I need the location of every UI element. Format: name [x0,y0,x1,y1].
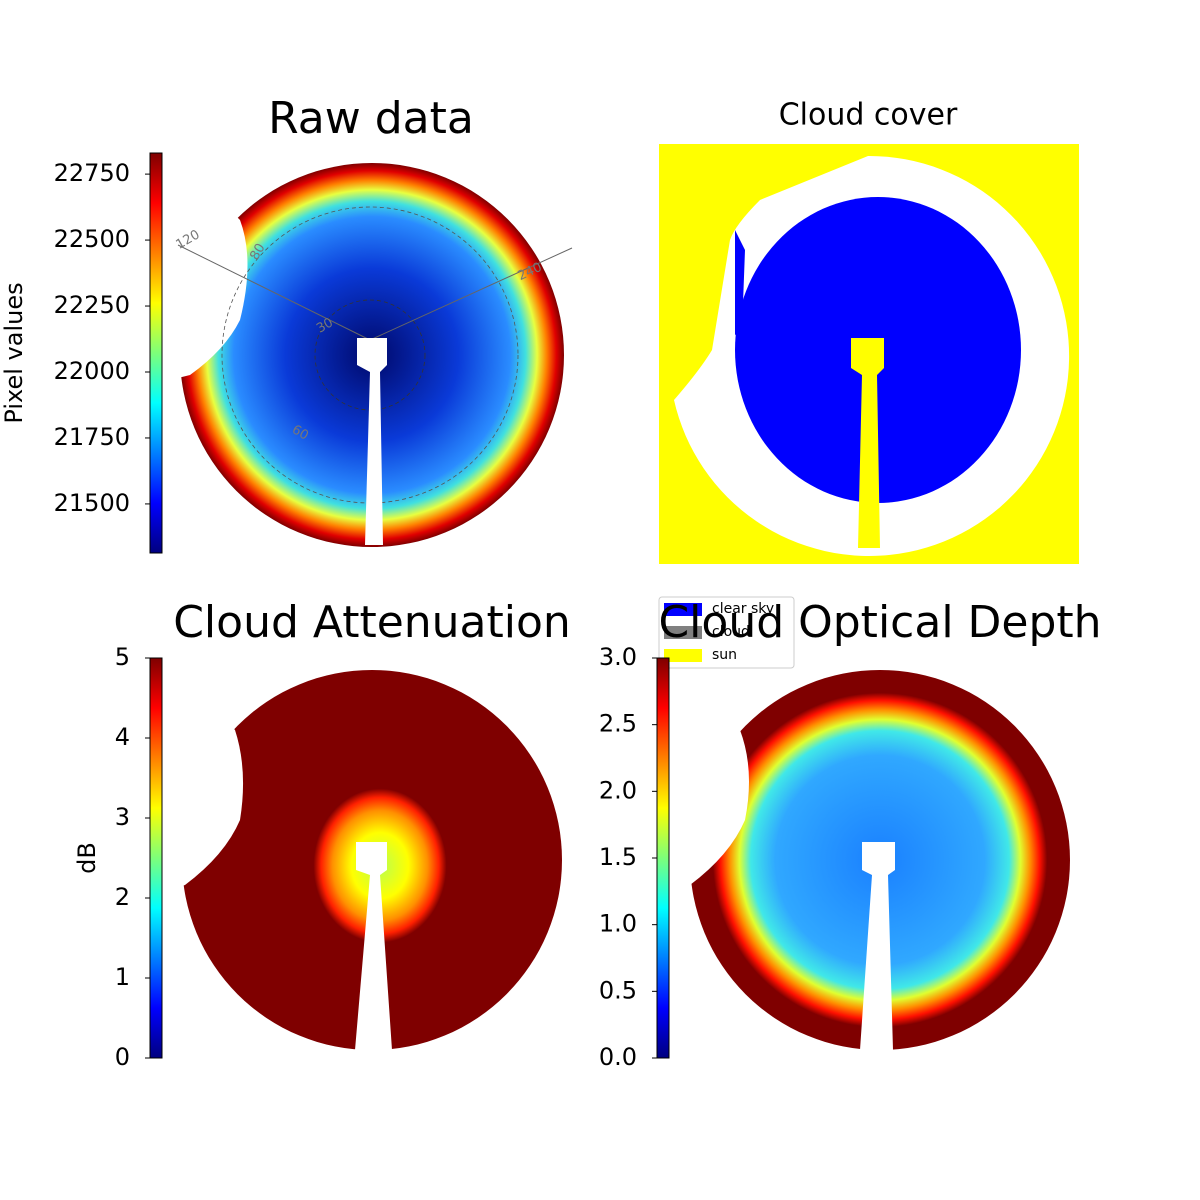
legend-label: cloud [712,624,750,640]
colorbar-tick-label: 22000 [54,357,130,385]
colorbar-tick-label: 2.5 [599,710,637,738]
colorbar-tick-label: 1.5 [599,843,637,871]
panel-title: Raw data [268,93,474,144]
panel-title: Cloud cover [779,98,958,133]
colorbar-tick-label: 22250 [54,291,130,319]
colorbar-tick-label: 1 [115,963,130,991]
colorbar-tick-label: 21750 [54,423,130,451]
colorbar-tick-label: 2 [115,883,130,911]
colorbar-tick-label: 4 [115,723,130,751]
colorbar-tick-label: 2.0 [599,776,637,804]
attenuation-image [170,660,562,1050]
panel-title: Cloud Attenuation [173,597,571,648]
colorbar-tick-label: 0.5 [599,976,637,1004]
panel-title: Cloud Optical Depth [658,597,1101,648]
polar-label: 80 [247,241,268,263]
colorbar [149,657,163,1059]
legend-label: sun [712,647,737,663]
colorbar-tick-label: 0 [115,1043,130,1071]
colorbar [149,152,163,554]
raw-image [170,150,573,547]
colorbar-tick-label: 22750 [54,159,130,187]
colorbar-label: Pixel values [0,282,28,423]
colorbar-tick-label: 3 [115,803,130,831]
colorbar-tick-label: 1.0 [599,910,637,938]
colorbar-tick-label: 0.0 [599,1043,637,1071]
legend-swatch [664,626,702,639]
colorbar-tick-label: 22500 [54,225,130,253]
legend-label: clear sky [712,601,774,617]
colorbar-tick-label: 3.0 [599,643,637,671]
polar-label: 60 [289,422,311,443]
polar-label: 30 [314,315,336,336]
legend-swatch [664,603,702,616]
colorbar-tick-label: 21500 [54,489,130,517]
optical-depth-image [680,660,1070,1050]
legend-swatch [664,649,702,662]
cloud-cover-image [659,144,1079,564]
colorbar-tick-label: 5 [115,643,130,671]
colorbar [656,657,670,1059]
colorbar-label: dB [73,842,101,874]
